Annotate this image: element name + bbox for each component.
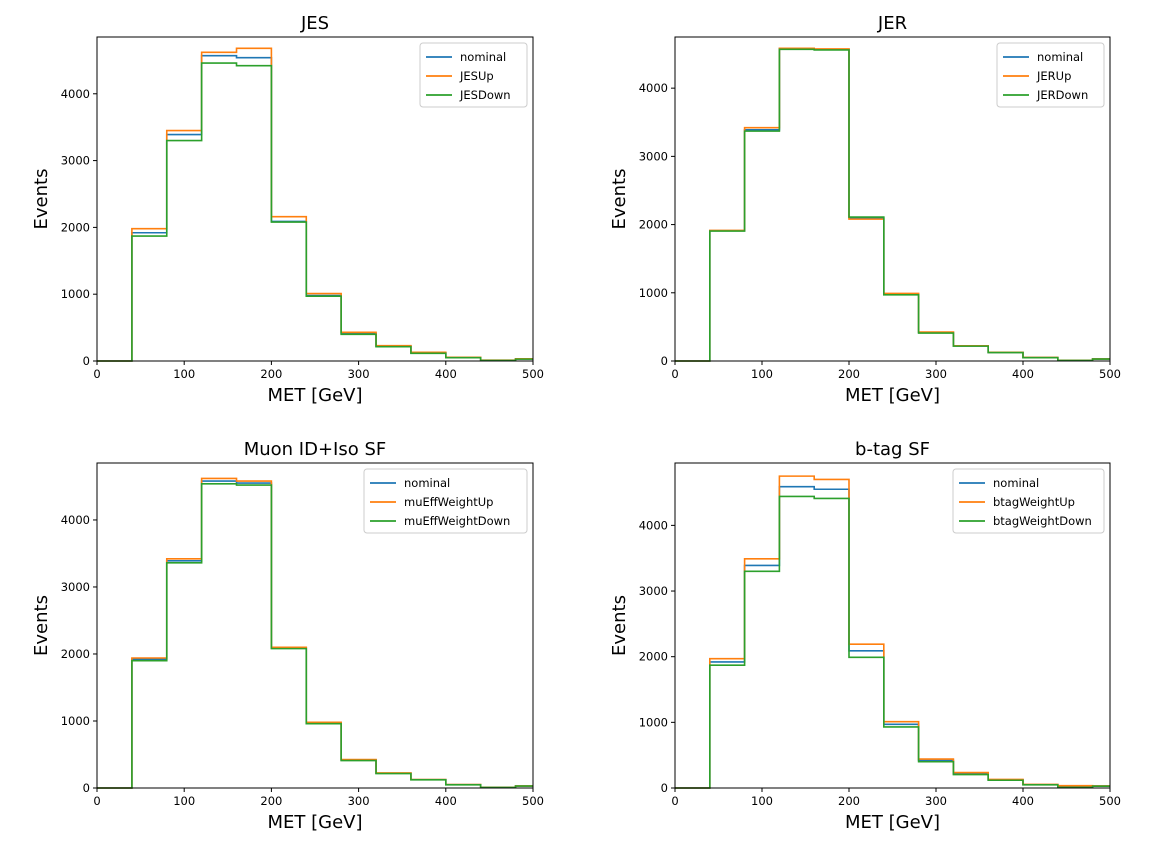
y-tick-label: 1000 <box>639 715 668 729</box>
y-tick-label: 4000 <box>61 513 90 527</box>
x-tick-label: 400 <box>1012 794 1034 808</box>
y-tick-label: 4000 <box>61 87 90 101</box>
x-tick-label: 500 <box>1099 367 1121 381</box>
y-tick-label: 3000 <box>61 580 90 594</box>
x-tick-label: 100 <box>751 794 773 808</box>
axes-frame <box>674 462 1111 789</box>
x-tick-label: 200 <box>260 794 282 808</box>
x-tick-label: 0 <box>93 794 100 808</box>
x-tick-label: 100 <box>173 367 195 381</box>
y-tick-label: 3000 <box>639 149 668 163</box>
y-tick-label: 2000 <box>61 220 90 234</box>
legend-box <box>419 42 528 108</box>
y-tick-label: 0 <box>661 781 668 795</box>
y-tick-label: 2000 <box>639 650 668 664</box>
x-axis-label: MET [GeV] <box>267 812 362 833</box>
legend: nominal JERUp JERDown <box>996 42 1105 108</box>
x-tick-label: 0 <box>671 367 678 381</box>
chart-title: b-tag SF <box>855 439 930 460</box>
x-tick-label: 500 <box>1099 794 1121 808</box>
axes-frame <box>96 462 534 789</box>
x-tick-label: 200 <box>838 794 860 808</box>
series-line-JERDown <box>675 48 1110 362</box>
y-axis-label: Events <box>609 595 630 656</box>
x-tick-label: 400 <box>435 367 457 381</box>
y-axis-label: Events <box>31 595 52 656</box>
legend-label: btagWeightDown <box>993 514 1092 528</box>
x-axis-label: MET [GeV] <box>845 812 940 833</box>
legend: nominal muEffWeightUp muEffWeightDown <box>363 468 528 534</box>
legend-box <box>952 468 1105 534</box>
y-axis-label: Events <box>609 169 630 230</box>
x-tick-label: 100 <box>751 367 773 381</box>
y-axis-label: Events <box>31 169 52 230</box>
subplot-1: JES 0 100 200 300 400 500 0 1000 2000 3000 4000 MET … <box>31 13 544 406</box>
chart-title: JES <box>300 13 329 34</box>
y-tick-label: 3000 <box>61 154 90 168</box>
legend-label: muEffWeightUp <box>404 495 493 509</box>
subplot-3: Muon ID+Iso SF 0 100 200 300 400 500 0 1000 2000 3… <box>31 439 544 833</box>
y-tick-label: 4000 <box>639 518 668 532</box>
legend-label: nominal <box>1037 50 1083 64</box>
chart-title: JER <box>877 13 907 34</box>
legend-label: JESUp <box>459 69 494 83</box>
y-tick-label: 1000 <box>639 286 668 300</box>
y-tick-label: 3000 <box>639 584 668 598</box>
legend-label: nominal <box>460 50 506 64</box>
subplot-4: b-tag SF 0 100 200 300 400 500 0 1000 2000 3000 400… <box>609 439 1121 833</box>
x-axis-label: MET [GeV] <box>267 385 362 406</box>
legend: nominal btagWeightUp btagWeightDown <box>952 468 1105 534</box>
x-axis-label: MET [GeV] <box>845 385 940 406</box>
x-tick-label: 400 <box>435 794 457 808</box>
x-tick-label: 300 <box>925 367 947 381</box>
y-tick-label: 0 <box>83 781 90 795</box>
x-tick-label: 100 <box>173 794 195 808</box>
y-tick-label: 0 <box>661 354 668 368</box>
x-tick-label: 300 <box>925 794 947 808</box>
x-tick-label: 300 <box>348 794 370 808</box>
x-tick-label: 200 <box>838 367 860 381</box>
x-tick-label: 500 <box>522 367 544 381</box>
y-tick-label: 0 <box>83 354 90 368</box>
axes-frame <box>96 36 534 362</box>
legend: nominal JESUp JESDown <box>419 42 528 108</box>
y-tick-label: 1000 <box>61 714 90 728</box>
y-tick-label: 2000 <box>61 647 90 661</box>
x-tick-label: 0 <box>671 794 678 808</box>
legend-label: btagWeightUp <box>993 495 1075 509</box>
x-tick-label: 400 <box>1012 367 1034 381</box>
series-line-JESDown <box>97 62 533 362</box>
legend-box <box>996 42 1105 108</box>
x-tick-label: 300 <box>348 367 370 381</box>
legend-label: muEffWeightDown <box>404 514 510 528</box>
legend-label: JERDown <box>1036 88 1088 102</box>
x-tick-label: 200 <box>260 367 282 381</box>
y-tick-label: 4000 <box>639 81 668 95</box>
subplot-2: JER 0 100 200 300 400 500 0 1000 2000 3000 4000 MET … <box>609 13 1121 406</box>
legend-label: JERUp <box>1036 69 1071 83</box>
x-tick-label: 0 <box>93 367 100 381</box>
legend-label: JESDown <box>459 88 511 102</box>
chart-title: Muon ID+Iso SF <box>244 439 387 460</box>
series-line-btagWeightDown <box>675 495 1110 789</box>
y-tick-label: 2000 <box>639 218 668 232</box>
legend-box <box>363 468 528 534</box>
y-tick-label: 1000 <box>61 287 90 301</box>
legend-label: nominal <box>404 476 450 490</box>
series-line-muEffWeightDown <box>97 482 533 789</box>
legend-label: nominal <box>993 476 1039 490</box>
axes-frame <box>674 36 1111 362</box>
x-tick-label: 500 <box>522 794 544 808</box>
